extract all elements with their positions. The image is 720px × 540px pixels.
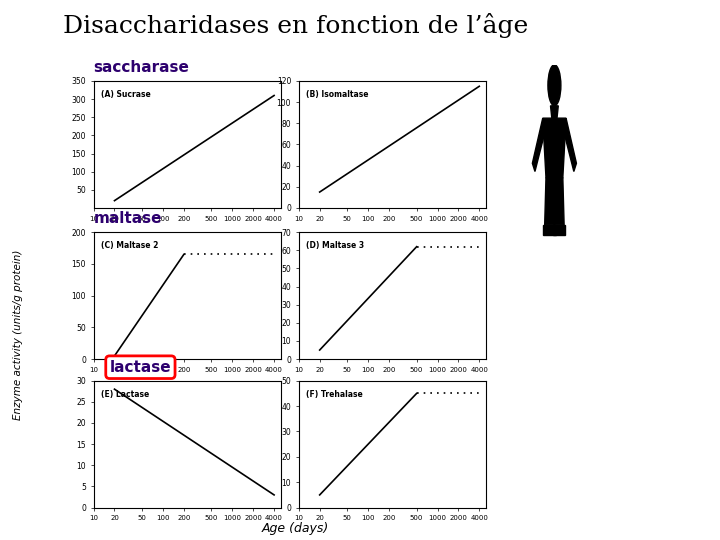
- Polygon shape: [544, 178, 556, 225]
- Text: (E) Lactase: (E) Lactase: [101, 389, 149, 399]
- Polygon shape: [553, 225, 565, 235]
- Text: maltase: maltase: [94, 211, 162, 226]
- Text: (A) Sucrase: (A) Sucrase: [101, 90, 150, 99]
- Text: Disaccharidases en fonction de l’âge: Disaccharidases en fonction de l’âge: [63, 14, 528, 38]
- Polygon shape: [544, 225, 556, 235]
- Polygon shape: [532, 118, 545, 172]
- Text: (C) Maltase 2: (C) Maltase 2: [101, 241, 158, 250]
- Polygon shape: [551, 106, 558, 118]
- Text: lactase: lactase: [109, 360, 171, 375]
- Circle shape: [548, 65, 561, 106]
- Text: (D) Maltase 3: (D) Maltase 3: [306, 241, 364, 250]
- Polygon shape: [564, 118, 577, 172]
- Text: saccharase: saccharase: [94, 59, 189, 75]
- Polygon shape: [553, 178, 564, 225]
- Text: (F) Trehalase: (F) Trehalase: [306, 389, 363, 399]
- Text: Age (days): Age (days): [261, 522, 329, 535]
- Text: (B) Isomaltase: (B) Isomaltase: [306, 90, 369, 99]
- Text: Enzyme activity (units/g protein): Enzyme activity (units/g protein): [13, 249, 23, 420]
- Polygon shape: [543, 118, 566, 178]
